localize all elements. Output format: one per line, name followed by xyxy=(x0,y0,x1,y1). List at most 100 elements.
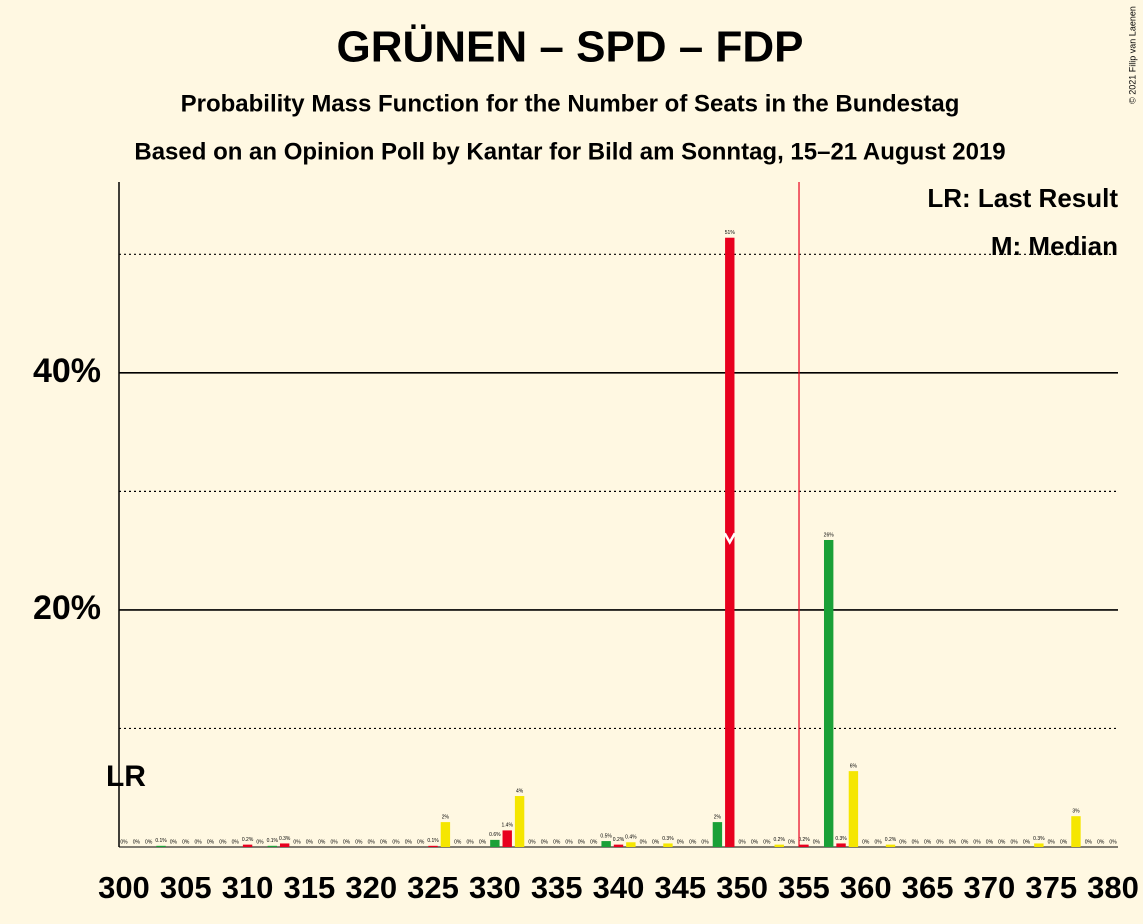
x-tick-label: 355 xyxy=(778,870,830,905)
value-label: 0.4% xyxy=(625,835,637,841)
value-label: 0% xyxy=(578,839,586,845)
value-label: 0% xyxy=(924,839,932,845)
x-tick-label: 320 xyxy=(345,870,397,905)
value-label: 0% xyxy=(1011,839,1019,845)
x-tick-label: 370 xyxy=(964,870,1016,905)
value-label: 0% xyxy=(343,839,351,845)
value-label: 4% xyxy=(516,788,524,794)
value-label: 0% xyxy=(120,839,128,845)
value-label: 0.1% xyxy=(267,838,279,844)
value-label: 0.3% xyxy=(1033,836,1045,842)
value-label: 0.1% xyxy=(155,838,167,844)
value-label: 0% xyxy=(862,839,870,845)
chart-subtitle: Based on an Opinion Poll by Kantar for B… xyxy=(134,138,1005,165)
chart-title: GRÜNEN – SPD – FDP xyxy=(337,23,804,72)
value-label: 0.2% xyxy=(613,837,625,843)
value-label: 0% xyxy=(331,839,339,845)
value-label: 0.2% xyxy=(885,837,897,843)
legend-entry: LR: Last Result xyxy=(927,183,1118,213)
x-tick-label: 365 xyxy=(902,870,954,905)
value-label: 0% xyxy=(751,839,759,845)
bar xyxy=(774,844,784,847)
value-label: 0% xyxy=(293,839,301,845)
value-label: 0% xyxy=(454,839,462,845)
value-label: 0.3% xyxy=(662,836,674,842)
value-label: 0% xyxy=(875,839,883,845)
x-tick-label: 340 xyxy=(593,870,645,905)
value-label: 26% xyxy=(824,532,835,538)
y-tick-label: 40% xyxy=(33,352,101,390)
value-label: 0% xyxy=(195,839,203,845)
bar xyxy=(1034,843,1044,847)
value-label: 0% xyxy=(1060,839,1068,845)
value-label: 0% xyxy=(256,839,264,845)
x-tick-label: 380 xyxy=(1087,870,1139,905)
value-label: 0% xyxy=(652,839,660,845)
value-label: 0% xyxy=(479,839,487,845)
x-tick-label: 360 xyxy=(840,870,892,905)
value-label: 0% xyxy=(973,839,981,845)
value-label: 0.3% xyxy=(279,836,291,842)
copyright: © 2021 Filip van Laenen xyxy=(1127,6,1137,104)
value-label: 0% xyxy=(998,839,1006,845)
value-label: 0% xyxy=(207,839,215,845)
value-label: 0% xyxy=(899,839,907,845)
bar xyxy=(601,841,611,847)
x-tick-label: 345 xyxy=(654,870,706,905)
value-label: 0% xyxy=(145,839,153,845)
value-label: 0% xyxy=(133,839,141,845)
value-label: 51% xyxy=(725,230,736,236)
value-label: 0% xyxy=(232,839,240,845)
value-label: 0% xyxy=(677,839,685,845)
value-label: 0% xyxy=(405,839,413,845)
value-label: 0% xyxy=(553,839,561,845)
value-label: 0% xyxy=(640,839,648,845)
bar xyxy=(267,845,278,847)
bar xyxy=(626,842,636,847)
value-label: 2% xyxy=(442,814,450,820)
value-label: 0% xyxy=(739,839,747,845)
x-tick-label: 350 xyxy=(716,870,768,905)
x-tick-label: 310 xyxy=(222,870,274,905)
median-marker xyxy=(723,532,736,545)
value-label: 0% xyxy=(219,839,227,845)
last-result-label: LR xyxy=(106,760,146,793)
value-label: 0% xyxy=(467,839,475,845)
value-label: 0% xyxy=(355,839,363,845)
value-label: 0% xyxy=(1097,839,1105,845)
bar xyxy=(799,844,809,847)
value-label: 3% xyxy=(1072,809,1080,815)
value-label: 0.6% xyxy=(489,832,501,838)
value-label: 0% xyxy=(380,839,388,845)
bar xyxy=(613,844,624,847)
value-label: 0% xyxy=(1048,839,1056,845)
bar xyxy=(279,843,290,847)
value-label: 0% xyxy=(565,839,573,845)
value-label: 0% xyxy=(170,839,178,845)
value-label: 0% xyxy=(763,839,771,845)
value-label: 0% xyxy=(961,839,969,845)
value-label: 0% xyxy=(590,839,598,845)
value-label: 0% xyxy=(318,839,326,845)
value-label: 0% xyxy=(528,839,536,845)
bar xyxy=(848,771,859,847)
value-label: 0.2% xyxy=(774,837,786,843)
bar xyxy=(440,822,451,847)
value-label: 0% xyxy=(813,839,821,845)
bar xyxy=(836,843,846,847)
value-label: 0% xyxy=(1085,839,1093,845)
value-label: 0% xyxy=(986,839,994,845)
value-label: 0.3% xyxy=(835,836,847,842)
bar xyxy=(823,539,834,847)
bar xyxy=(712,822,723,847)
value-label: 0.2% xyxy=(798,837,810,843)
value-label: 0% xyxy=(701,839,709,845)
bar xyxy=(663,843,673,847)
bar xyxy=(156,845,166,847)
value-label: 0% xyxy=(1109,839,1117,845)
y-tick-label: 20% xyxy=(33,589,101,627)
value-label: 0% xyxy=(1023,839,1031,845)
value-label: 0% xyxy=(182,839,190,845)
x-tick-label: 305 xyxy=(160,870,212,905)
